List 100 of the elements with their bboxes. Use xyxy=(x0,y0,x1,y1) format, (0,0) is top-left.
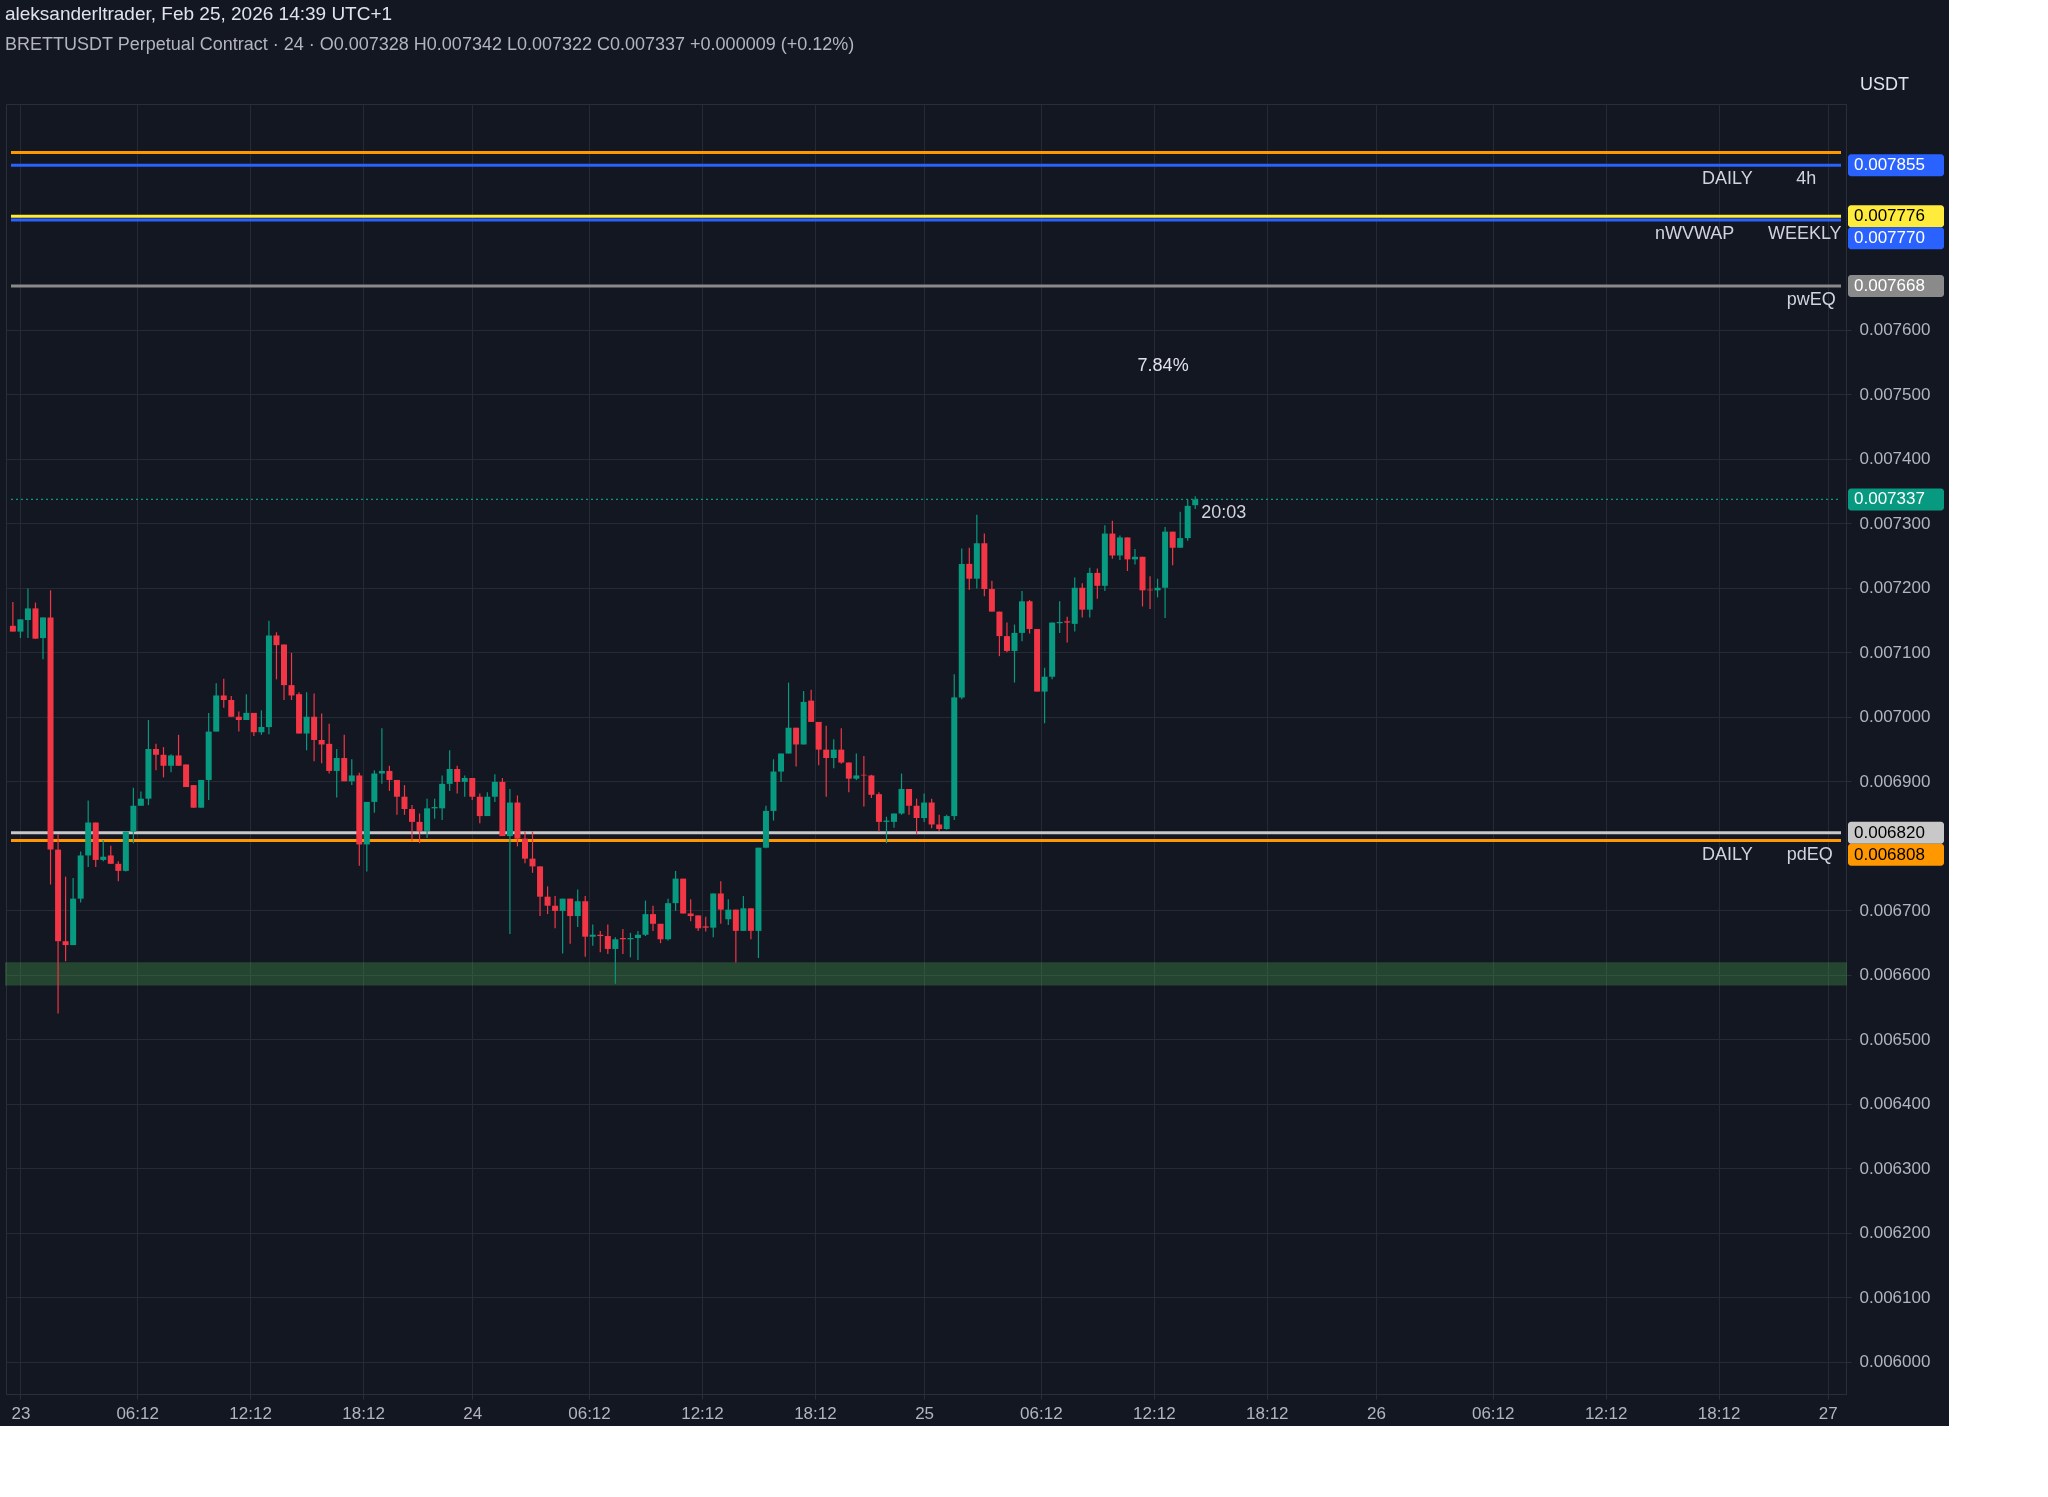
candlestick xyxy=(401,784,408,816)
x-tick-label: 12:12 xyxy=(1584,1403,1628,1423)
ref-line-label: 0.007770 xyxy=(1854,228,1925,248)
y-tick-label: 0.006100 xyxy=(1859,1287,1931,1307)
candlestick xyxy=(40,616,47,660)
candlestick xyxy=(838,727,845,765)
candlestick xyxy=(228,695,235,718)
candlestick xyxy=(491,773,498,803)
candlestick xyxy=(1169,531,1176,566)
y-tick-label: 0.006600 xyxy=(1859,965,1931,985)
x-tick-label: 18:12 xyxy=(1697,1403,1741,1423)
candlestick xyxy=(921,792,928,823)
candlestick xyxy=(220,678,227,709)
ref-line-label: 0.007776 xyxy=(1854,206,1925,226)
candlestick xyxy=(574,889,581,928)
candlestick xyxy=(906,788,913,816)
candlestick xyxy=(107,845,114,865)
x-tick-label: 06:12 xyxy=(1471,1403,1515,1423)
annotation: DAILY xyxy=(1702,168,1753,189)
y-tick-label: 0.007300 xyxy=(1859,513,1931,533)
candlestick xyxy=(1094,567,1101,600)
candlestick xyxy=(24,587,31,639)
candlestick xyxy=(559,898,566,955)
candlestick xyxy=(808,689,815,723)
candlestick xyxy=(778,752,785,783)
candlestick xyxy=(424,798,431,839)
candlestick xyxy=(567,898,574,945)
candlestick xyxy=(1116,534,1123,561)
candlestick xyxy=(378,727,385,785)
x-tick-label: 18:12 xyxy=(342,1403,385,1423)
text: USDT xyxy=(1860,74,1909,94)
y-tick-label: 0.006300 xyxy=(1859,1158,1931,1178)
candlestick xyxy=(393,779,400,816)
candlestick xyxy=(168,753,175,773)
candlestick xyxy=(461,774,468,798)
candlestick xyxy=(416,812,423,844)
y-tick-label: 0.006500 xyxy=(1859,1029,1931,1049)
candlestick xyxy=(544,885,551,915)
candlestick xyxy=(1124,536,1131,572)
y-tick-label: 0.006000 xyxy=(1859,1352,1931,1372)
candlestick xyxy=(913,798,920,835)
candlestick xyxy=(17,618,24,639)
candlestick xyxy=(311,692,318,762)
annotation: 4h xyxy=(1796,168,1817,189)
candlestick xyxy=(190,784,197,809)
ref-line-label: 0.007855 xyxy=(1854,155,1925,175)
annotation: pwEQ xyxy=(1786,288,1836,309)
y-tick-label: 0.007200 xyxy=(1859,578,1931,598)
y-tick-label: 0.007000 xyxy=(1859,707,1931,727)
y-tick-label: 0.006700 xyxy=(1859,900,1931,920)
x-tick-label: 12:12 xyxy=(1133,1403,1176,1423)
candlestick xyxy=(988,580,995,613)
candlestick xyxy=(793,727,800,768)
y-tick-label: 0.006400 xyxy=(1859,1094,1931,1114)
x-tick-label: 18:12 xyxy=(1246,1403,1289,1423)
candlestick xyxy=(830,738,837,769)
candlestick xyxy=(1003,621,1010,653)
candlestick xyxy=(100,839,107,862)
candlestick xyxy=(469,777,476,801)
candlestick xyxy=(604,923,611,955)
candlestick xyxy=(717,880,724,925)
candlestick xyxy=(521,830,528,864)
candlestick xyxy=(1079,582,1086,619)
candlestick xyxy=(1064,616,1071,644)
candlestick xyxy=(348,758,355,786)
candlestick xyxy=(333,748,340,798)
y-tick-label: 0.006200 xyxy=(1859,1223,1931,1243)
candlestick xyxy=(612,936,619,985)
annotation: WEEKLY xyxy=(1767,223,1842,244)
annotation: nWVWAP xyxy=(1654,223,1735,244)
x-tick-label: 27 xyxy=(1818,1403,1838,1423)
x-tick-label: 12:12 xyxy=(681,1403,724,1423)
annotation: pdEQ xyxy=(1786,843,1833,864)
ref-line-label: 0.006808 xyxy=(1854,844,1925,864)
annotation: DAILY xyxy=(1702,843,1753,864)
chart-subtitle: BRETTUSDT Perpetual Contract · 24 · O0.007328 H0.007342 L0.007322 C0.007337 +0.000009 (+0.12%) xyxy=(5,34,855,54)
candlestick xyxy=(386,765,393,792)
ref-line-label: 0.006820 xyxy=(1854,822,1925,842)
candlestick xyxy=(966,547,973,591)
candlestick xyxy=(9,601,16,633)
candlestick xyxy=(235,710,242,733)
candlestick xyxy=(454,765,461,795)
x-tick-label: 06:12 xyxy=(568,1403,611,1423)
x-tick-label: 06:12 xyxy=(1020,1403,1063,1423)
candlestick xyxy=(152,743,159,771)
candlestick xyxy=(1109,520,1116,560)
candlestick xyxy=(258,709,265,736)
annotation: 20:03 xyxy=(1201,502,1247,523)
x-tick-label: 24 xyxy=(463,1403,483,1423)
candlestick xyxy=(243,693,250,721)
ref-line-label: 0.007337 xyxy=(1854,489,1925,509)
candlestick xyxy=(62,876,69,962)
candlestick xyxy=(552,895,559,929)
candlestick xyxy=(341,734,348,782)
candlestick xyxy=(589,923,596,947)
candlestick xyxy=(747,907,754,940)
x-tick-label: 25 xyxy=(915,1403,935,1423)
candlestick xyxy=(732,909,739,964)
candlestick xyxy=(642,899,649,937)
candlestick xyxy=(529,830,536,874)
